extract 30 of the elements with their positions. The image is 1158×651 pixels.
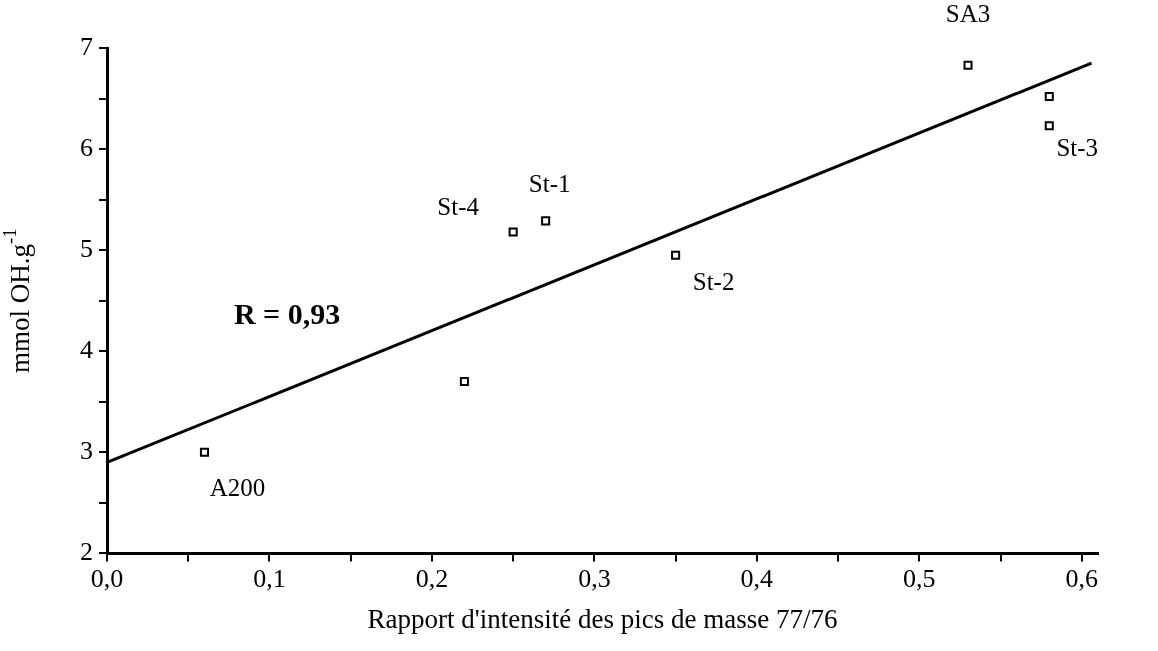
y-tick-label: 6: [80, 132, 93, 162]
annotation: A200: [209, 473, 266, 501]
x-tick-label: 0,6: [1065, 563, 1098, 593]
x-tick-label: 0,0: [90, 563, 124, 593]
x-axis-title: Rapport d'intensité des pics de masse 77/76: [367, 603, 838, 634]
annotation: R = 0,93: [233, 296, 341, 330]
annotation: SA3: [945, 0, 991, 27]
y-tick-label: 2: [80, 537, 93, 567]
point: [1044, 91, 1054, 102]
annotation: St-2: [692, 267, 735, 295]
x-tick-label: 0,4: [740, 563, 774, 593]
annotation: St-3: [1056, 134, 1099, 162]
x-tick-label: 0,1: [253, 563, 286, 593]
point: [671, 250, 681, 260]
y-tick-label: 3: [80, 436, 93, 466]
annotation: St-1: [528, 170, 571, 198]
point: [963, 60, 973, 70]
y-tick-label: 5: [80, 233, 93, 263]
point: [508, 227, 518, 237]
y-tick-label: 7: [80, 31, 93, 61]
point: [1044, 121, 1054, 131]
point: [199, 447, 210, 457]
x-tick-label: 0,5: [903, 563, 936, 593]
point: [459, 377, 469, 387]
point: [541, 216, 551, 226]
y-axis-title: mmol OH.g-1: [0, 228, 36, 374]
y-tick-label: 4: [80, 335, 93, 365]
annotation: St-4: [437, 192, 480, 220]
x-tick-label: 0,2: [415, 563, 449, 593]
x-tick-label: 0,3: [578, 563, 611, 593]
